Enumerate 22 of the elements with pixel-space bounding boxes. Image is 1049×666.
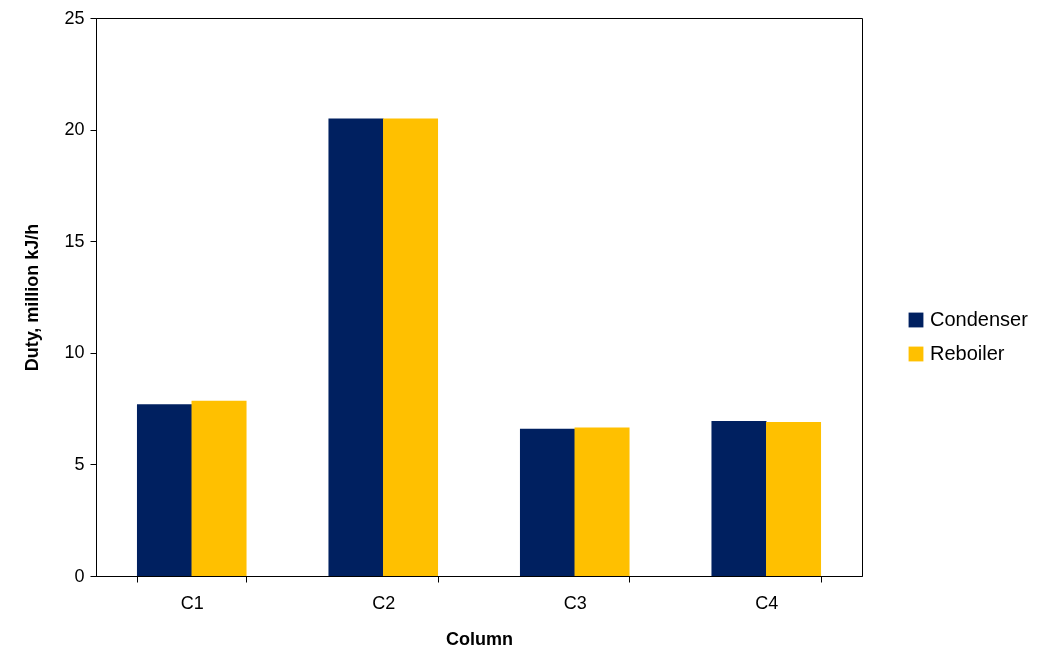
x-tick-label: C1	[180, 592, 204, 613]
y-tick-label: 5	[74, 453, 85, 474]
y-axis-title: Duty, million kJ/h	[22, 223, 43, 372]
legend-label: Condenser	[930, 308, 1029, 330]
y-tick-label: 25	[64, 7, 85, 28]
y-tick-label: 15	[64, 230, 85, 251]
x-axis-title: Column	[446, 628, 513, 649]
y-tick-label: 0	[74, 565, 85, 586]
x-tick-label: C4	[755, 592, 779, 613]
bar	[519, 428, 575, 576]
bar	[711, 420, 767, 576]
bar	[383, 118, 439, 576]
bar	[191, 400, 247, 576]
bar	[328, 118, 384, 576]
x-tick-label: C2	[372, 592, 396, 613]
y-tick-label: 10	[64, 342, 85, 363]
y-tick-label: 20	[64, 119, 85, 140]
bar	[766, 421, 822, 576]
bar	[136, 404, 192, 576]
x-tick-label: C3	[563, 592, 587, 613]
bar	[574, 427, 630, 576]
legend-label: Reboiler	[930, 342, 1005, 364]
